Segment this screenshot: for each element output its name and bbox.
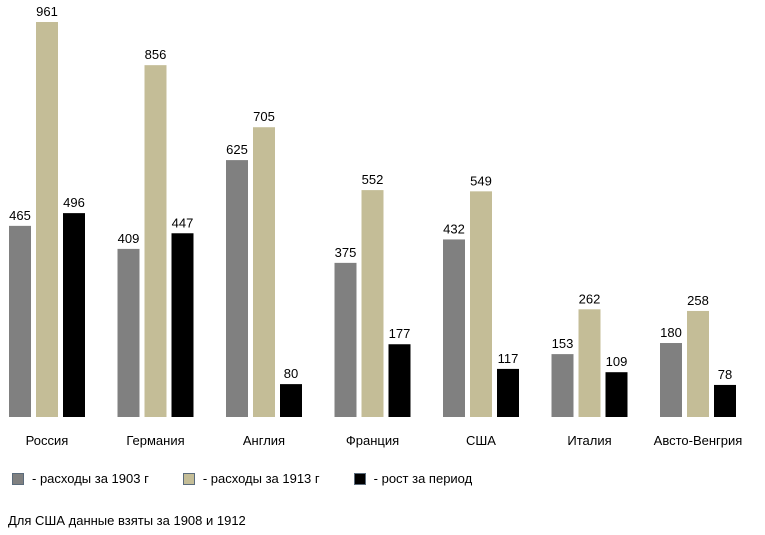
value-labels-group: 465 961 496 409 856 447 625 705 80 375 552 177 432 54…: [9, 4, 732, 382]
bar: [144, 65, 167, 417]
legend-item-1903: - расходы за 1903 г: [12, 471, 149, 486]
bar-value-label: 80: [284, 366, 298, 381]
category-label: Англия: [243, 433, 285, 448]
bar-value-label: 109: [606, 354, 628, 369]
bar: [36, 22, 58, 417]
footnote: Для США данные взяты за 1908 и 1912: [8, 513, 246, 528]
bar: [660, 343, 682, 417]
bar-value-label: 117: [498, 351, 519, 366]
bar-value-label: 856: [145, 47, 167, 62]
bar: [253, 127, 275, 417]
bar: [551, 354, 574, 417]
bar-value-label: 180: [660, 325, 682, 340]
legend-item-growth: - рост за период: [353, 471, 473, 486]
bar-value-label: 409: [118, 231, 140, 246]
bar: [605, 372, 628, 417]
bar-value-label: 447: [172, 215, 194, 230]
bar: [470, 191, 492, 417]
bar: [388, 344, 411, 417]
bar-value-label: 177: [389, 326, 411, 341]
bar: [9, 225, 31, 417]
bar: [714, 384, 736, 417]
legend-label-growth: - рост за период: [373, 471, 473, 486]
bar-value-label: 375: [335, 245, 357, 260]
bar-value-label: 465: [9, 208, 31, 223]
bar-value-label: 496: [63, 195, 85, 210]
bar-value-label: 705: [253, 109, 275, 124]
bar: [117, 248, 140, 417]
legend-swatch-growth: [353, 472, 366, 485]
bar: [443, 239, 465, 417]
bar: [687, 310, 709, 417]
category-label: Россия: [26, 433, 69, 448]
legend-swatch-1903: [12, 472, 24, 485]
bar: [578, 309, 601, 417]
bar-value-label: 549: [470, 173, 492, 188]
category-label: США: [466, 433, 496, 448]
legend-swatch-1913: [182, 472, 195, 485]
bars-group: [9, 22, 736, 417]
bar: [171, 233, 194, 417]
bar-value-label: 625: [226, 142, 248, 157]
bar: [361, 190, 384, 417]
category-label: Италия: [567, 433, 611, 448]
bar-value-label: 961: [36, 4, 58, 19]
bar: [63, 213, 85, 417]
bar: [280, 384, 302, 417]
bar: [334, 262, 357, 417]
bar-value-label: 153: [552, 336, 574, 351]
bar: [226, 160, 248, 417]
bar-value-label: 262: [579, 291, 601, 306]
bar: [497, 368, 519, 417]
legend-label-1913: - расходы за 1913 г: [202, 471, 320, 486]
legend: - расходы за 1903 г - расходы за 1913 г …: [12, 471, 506, 486]
bar-value-label: 552: [362, 172, 384, 187]
category-label: Германия: [126, 433, 184, 448]
category-label: Франция: [346, 433, 399, 448]
category-label: Австо-Венгрия: [654, 433, 743, 448]
category-labels-group: Россия Германия Англия Франция США Италия Авст…: [26, 433, 743, 448]
bar-value-label: 432: [443, 221, 465, 236]
bar-value-label: 258: [687, 293, 709, 308]
legend-item-1913: - расходы за 1913 г: [182, 471, 320, 486]
legend-label-1903: - расходы за 1903 г: [32, 471, 149, 486]
bar-value-label: 78: [718, 367, 732, 382]
